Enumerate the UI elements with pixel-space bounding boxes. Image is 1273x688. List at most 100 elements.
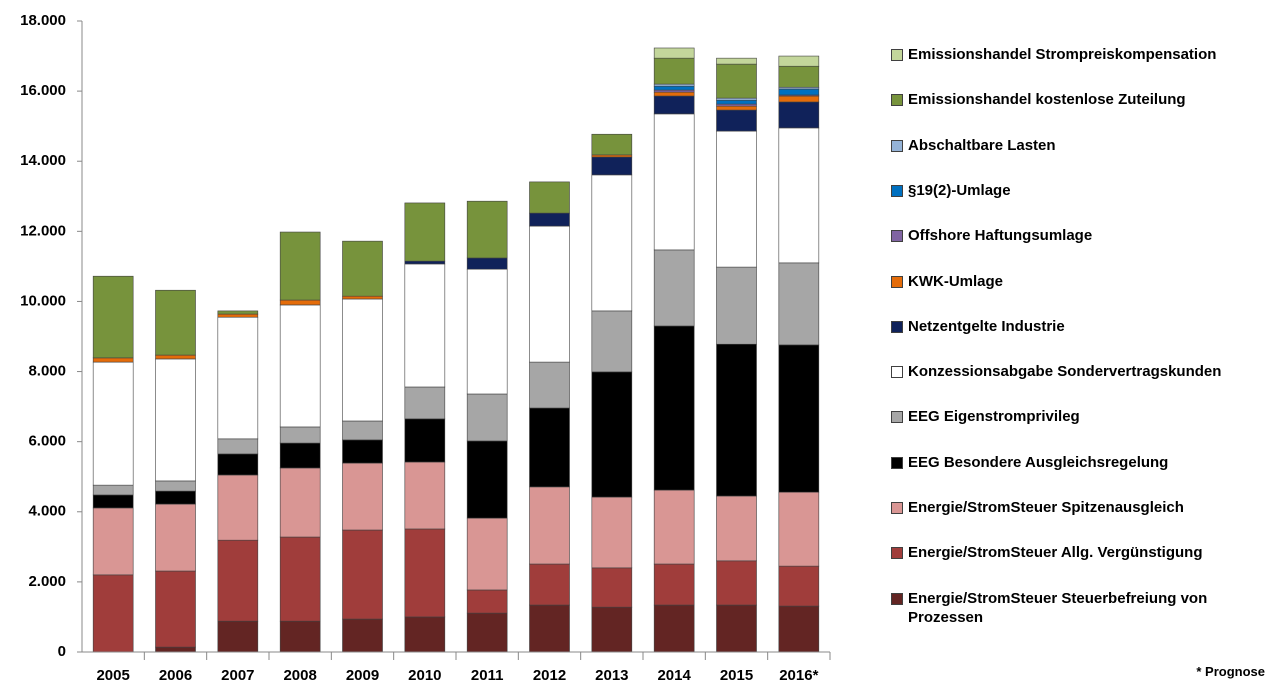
bar-segment (778, 565, 820, 607)
legend-swatch (891, 320, 903, 333)
bar-segment (591, 496, 633, 569)
bar-segment (653, 47, 695, 59)
legend-label: Netzentgelte Industrie (908, 317, 1065, 335)
legend-item: Energie/StromSteuer Allg. Vergünstigung (891, 543, 1261, 562)
x-tick-label: 2006 (159, 667, 192, 684)
bar-segment (716, 57, 757, 65)
legend-label: §19(2)-Umlage (908, 181, 1011, 199)
x-tick-label: 2009 (346, 667, 379, 684)
bar-segment (529, 563, 570, 606)
bar-segment (155, 646, 196, 653)
bar-segment (217, 310, 259, 315)
x-tick-label: 2011 (471, 667, 504, 684)
bar-segment (155, 354, 196, 360)
bar-segment (466, 517, 508, 591)
bar-segment (529, 181, 570, 214)
bar-segment (716, 63, 757, 99)
bar-segment (591, 371, 633, 498)
legend-label: KWK-Umlage (908, 272, 1004, 290)
bar-segment (653, 89, 695, 93)
bar-segment (466, 393, 508, 442)
bar-segment (92, 507, 134, 576)
bar-segment (778, 65, 820, 88)
y-tick-label: 8.000 (28, 363, 66, 380)
legend-swatch (891, 275, 903, 288)
bar-segment (653, 249, 695, 327)
bar-segment (591, 154, 633, 158)
bar-segment (529, 361, 570, 409)
legend-item: Emissionshandel Strompreiskompensation (891, 45, 1261, 64)
bar-segment (466, 200, 508, 259)
bar-segment (778, 605, 820, 653)
bar-segment (591, 606, 633, 653)
legend-swatch (891, 139, 903, 152)
bar-segment (778, 262, 820, 346)
bar-segment (778, 55, 820, 67)
legend-swatch (891, 456, 903, 469)
legend-swatch (891, 411, 903, 424)
legend-swatch (891, 94, 903, 107)
bar-segment (716, 495, 757, 562)
bar-segment (279, 620, 321, 653)
legend-item: Emissionshandel kostenlose Zuteilung (891, 90, 1261, 109)
bar-segment (653, 95, 695, 115)
legend-label: Offshore Haftungsumlage (908, 227, 1093, 245)
x-tick-label: 2013 (595, 667, 628, 684)
bar-segment (778, 127, 820, 264)
legend-swatch (891, 502, 903, 514)
bar-segment (279, 442, 321, 469)
bar-segment (716, 130, 757, 268)
bar-segment (342, 295, 383, 300)
bar-segment (716, 99, 757, 105)
x-tick-label: 2016* (779, 667, 818, 684)
bar-segment (716, 560, 757, 606)
bar-segment (778, 88, 820, 96)
bar-segment (653, 91, 695, 97)
bar-segment (279, 304, 321, 428)
bar-segment (404, 202, 446, 262)
bar-segment (591, 133, 633, 156)
bar-segment (653, 113, 695, 251)
y-tick-label: 18.000 (20, 12, 66, 29)
legend-item: Konzessionsabgabe Sondervertragskunden (891, 362, 1261, 381)
bar-segment (716, 103, 757, 107)
bar-segment (466, 589, 508, 614)
bar-segment (342, 529, 383, 620)
bar-segment (466, 257, 508, 270)
bar-segment (404, 616, 446, 653)
bar-segment (591, 174, 633, 312)
bar-segment (591, 567, 633, 608)
legend-swatch (891, 49, 903, 61)
legend-item: Abschaltbare Lasten (891, 136, 1261, 155)
y-tick-label: 2.000 (28, 573, 66, 590)
bar-segment (529, 486, 570, 565)
bar-segment (653, 604, 695, 653)
bar-segment (653, 489, 695, 565)
x-tick-label: 2005 (96, 667, 129, 684)
bar-segment (466, 268, 508, 395)
legend-label: Emissionshandel kostenlose Zuteilung (908, 91, 1186, 109)
x-tick-label: 2012 (533, 667, 566, 684)
bar-segment (466, 440, 508, 519)
bar-segment (279, 467, 321, 538)
bar-segment (716, 604, 757, 653)
bar-segment (466, 612, 508, 653)
bar-segment (404, 528, 446, 618)
bar-segment (92, 484, 134, 496)
bar-segment (217, 316, 259, 440)
legend-item: EEG Besondere Ausgleichsregelung (891, 453, 1261, 472)
bar-segment (92, 357, 134, 363)
bar-segment (92, 574, 134, 653)
bar-segment (155, 358, 196, 482)
legend-swatch (891, 184, 903, 197)
x-tick-label: 2014 (657, 667, 691, 684)
bar-segment (155, 289, 196, 356)
bar-segment (404, 263, 446, 388)
bar-segment (529, 604, 570, 653)
bar-segment (529, 225, 570, 363)
bar-segment (342, 298, 383, 422)
bar-segment (778, 344, 820, 493)
legend-label: Energie/StromSteuer Steuerbefreiung von … (908, 589, 1208, 626)
bar-segment (716, 266, 757, 345)
